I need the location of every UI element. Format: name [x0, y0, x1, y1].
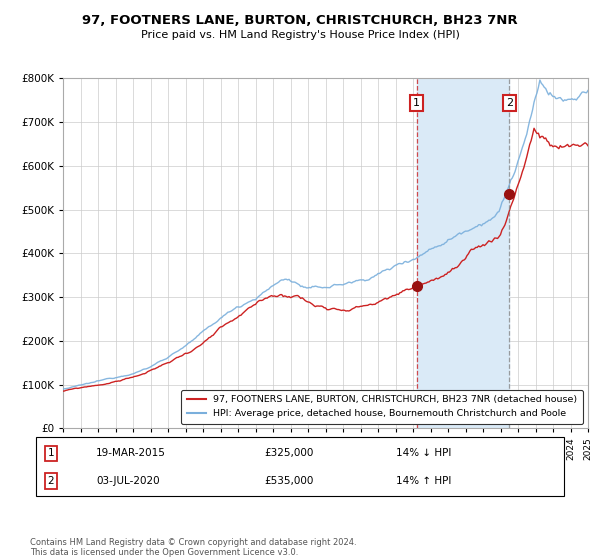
Text: 14% ↑ HPI: 14% ↑ HPI [396, 476, 451, 486]
Text: 1: 1 [413, 98, 420, 108]
Text: £535,000: £535,000 [264, 476, 313, 486]
Text: 19-MAR-2015: 19-MAR-2015 [96, 448, 166, 458]
Text: 03-JUL-2020: 03-JUL-2020 [96, 476, 160, 486]
Text: 1: 1 [47, 448, 55, 458]
Text: £325,000: £325,000 [264, 448, 313, 458]
Bar [416, 78, 509, 428]
Text: 2: 2 [506, 98, 513, 108]
Text: Contains HM Land Registry data © Crown copyright and database right 2024.
This d: Contains HM Land Registry data © Crown c… [30, 538, 356, 557]
Text: 2: 2 [47, 476, 55, 486]
Legend: 97, FOOTNERS LANE, BURTON, CHRISTCHURCH, BH23 7NR (detached house), HPI: Average: 97, FOOTNERS LANE, BURTON, CHRISTCHURCH,… [181, 390, 583, 424]
Text: Price paid vs. HM Land Registry's House Price Index (HPI): Price paid vs. HM Land Registry's House … [140, 30, 460, 40]
Text: 14% ↓ HPI: 14% ↓ HPI [396, 448, 451, 458]
Text: 97, FOOTNERS LANE, BURTON, CHRISTCHURCH, BH23 7NR: 97, FOOTNERS LANE, BURTON, CHRISTCHURCH,… [82, 14, 518, 27]
